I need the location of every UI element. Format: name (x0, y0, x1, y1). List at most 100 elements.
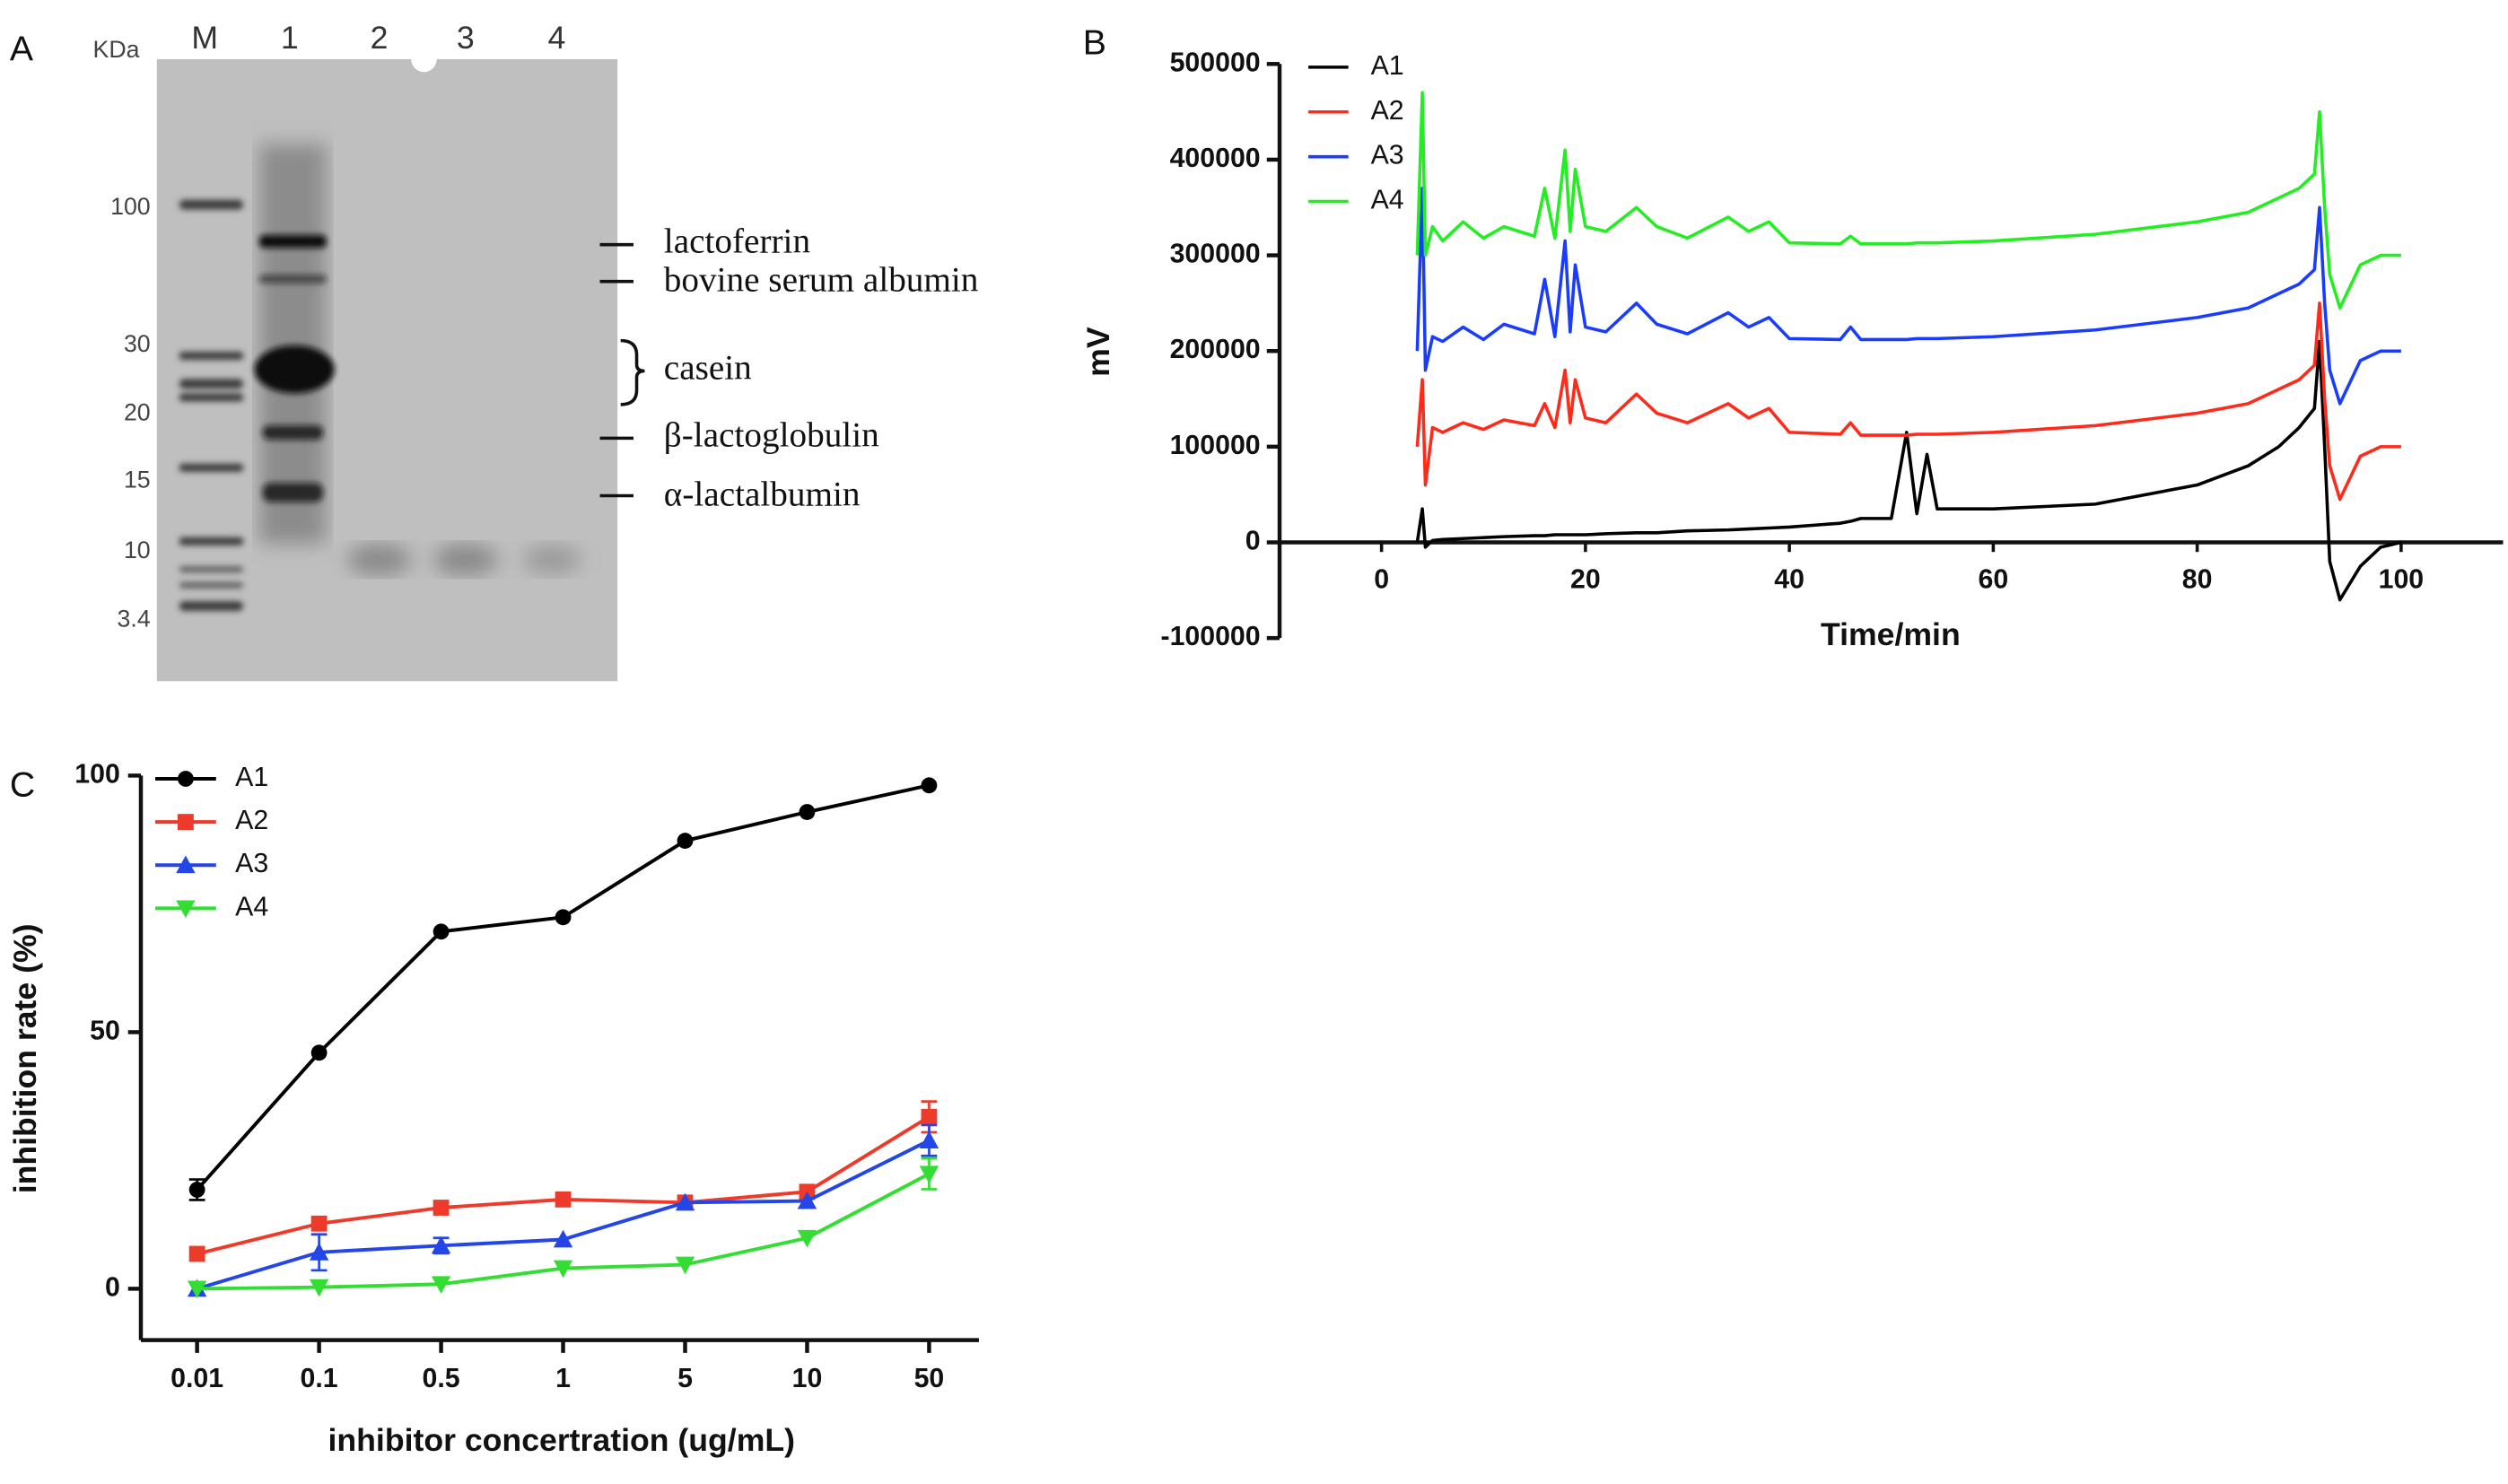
lane-label: 1 (281, 20, 299, 56)
chart: -100000 0 100000 200000 300000 400000 500000 0 2… (1080, 23, 2504, 652)
y-tick-label: 400000 (1170, 144, 1261, 173)
annotation: α-lactalbumin (664, 475, 861, 513)
y-tick-label: 300000 (1170, 240, 1261, 269)
point (309, 1243, 329, 1261)
unit-label: KDa (93, 36, 140, 63)
point (310, 1215, 328, 1232)
x-tick-label: 50 (914, 1364, 945, 1393)
lane-labels: M 1 2 3 4 (191, 20, 565, 56)
gel-image (156, 46, 618, 682)
x-tick-label: 1 (555, 1364, 571, 1393)
point (799, 804, 816, 820)
point (309, 1279, 329, 1297)
legend-label: A3 (235, 849, 268, 878)
series-line (196, 783, 930, 1192)
point (553, 1260, 573, 1279)
point (188, 1182, 205, 1198)
panel-label: A (10, 30, 34, 68)
x-tick-label: 0 (1374, 564, 1389, 594)
point (310, 1044, 328, 1061)
point (433, 1200, 450, 1216)
point (675, 1256, 695, 1275)
annotation: bovine serum albumin (664, 260, 979, 299)
point (188, 1245, 205, 1262)
y-tick-label: 100 (74, 759, 120, 789)
y-tick-label: 0 (1245, 527, 1261, 556)
point (919, 1165, 939, 1183)
sample-lane-1 (258, 144, 327, 544)
faint-bands (346, 543, 581, 576)
panel-label: B (1083, 23, 1106, 62)
legend-label: A1 (1371, 51, 1404, 81)
legend-label: A4 (1371, 186, 1404, 215)
x-axis-label: inhibitor concertration (ug/mL) (328, 1422, 796, 1458)
lane-label: M (191, 20, 218, 56)
y-tick-label: -100000 (1160, 622, 1260, 651)
legend-label: A4 (235, 892, 268, 921)
marker-label: 30 (124, 330, 151, 357)
x-axis-label: Time/min (1821, 616, 1961, 652)
y-tick-label: 200000 (1170, 335, 1261, 364)
point (797, 1191, 817, 1209)
panel-label: C (10, 765, 35, 804)
point (675, 1192, 695, 1211)
series-line (1415, 91, 2401, 310)
point (176, 855, 196, 874)
marker-label: 100 (110, 193, 151, 220)
y-axis-label: inhibition rate (%) (7, 923, 43, 1193)
y-tick-label: 50 (90, 1016, 120, 1045)
sample-bands (254, 235, 335, 502)
point (177, 814, 194, 831)
y-tick-label: 100000 (1170, 431, 1261, 460)
lane-label: 4 (547, 20, 565, 56)
legend-label: A1 (235, 763, 268, 792)
marker-bands (179, 199, 244, 611)
marker-label: 20 (124, 399, 151, 426)
x-tick-label: 10 (792, 1364, 823, 1393)
legend-label: A2 (1371, 96, 1404, 126)
point (921, 777, 938, 794)
x-tick-label: 60 (1979, 564, 2009, 594)
lane-label: 3 (457, 20, 475, 56)
marker-label: 3.4 (118, 606, 151, 633)
annotation-lines (599, 242, 645, 498)
legend-label: A3 (1371, 141, 1404, 170)
point (177, 771, 194, 787)
y-tick-label: 500000 (1170, 48, 1261, 77)
x-tick-label: 100 (2379, 564, 2425, 594)
point (555, 1191, 572, 1208)
annotation: lactoferrin (664, 223, 811, 261)
series-line (1415, 301, 2401, 502)
point (555, 909, 572, 926)
point (921, 1108, 938, 1125)
point (431, 1276, 451, 1294)
point (553, 1229, 573, 1248)
gel-background (156, 58, 618, 682)
series-line (1415, 187, 2401, 406)
annotation: casein (664, 349, 752, 388)
marker-label: 15 (124, 467, 151, 493)
annotation: β-lactoglobulin (664, 415, 879, 454)
marker-label: 10 (124, 537, 151, 563)
point (919, 1130, 939, 1149)
point (187, 1280, 207, 1299)
point (797, 1229, 817, 1248)
point (176, 900, 196, 919)
marker-labels: 100 30 20 15 10 3.4 (110, 193, 151, 633)
y-axis-label: mV (1080, 327, 1116, 377)
point (433, 923, 450, 940)
x-tick-label: 80 (2182, 564, 2213, 594)
point (677, 833, 694, 849)
x-tick-label: 0.1 (301, 1364, 338, 1393)
x-tick-label: 5 (677, 1364, 693, 1393)
x-tick-label: 0.01 (170, 1364, 223, 1393)
gel-notch (411, 46, 437, 73)
x-tick-label: 40 (1774, 564, 1805, 594)
x-tick-label: 0.5 (423, 1364, 460, 1393)
y-tick-label: 0 (105, 1272, 120, 1302)
point (431, 1235, 451, 1254)
x-tick-label: 20 (1570, 564, 1601, 594)
